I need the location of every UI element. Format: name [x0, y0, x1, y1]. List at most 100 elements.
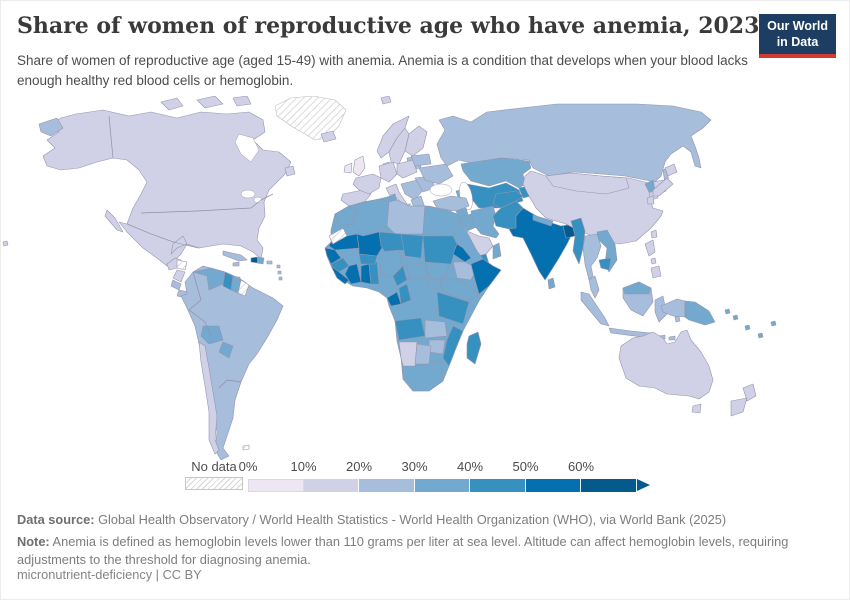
country-mexico[interactable]	[118, 221, 200, 267]
country-cambodia[interactable]	[598, 257, 612, 271]
country-philippines-mindanao[interactable]	[650, 265, 662, 279]
country-philippines-visayas[interactable]	[650, 257, 657, 265]
country-togo-benin[interactable]	[368, 261, 380, 285]
country-russia-chukotka[interactable]	[38, 117, 64, 137]
country-iran[interactable]	[470, 205, 500, 239]
country-nepal[interactable]	[532, 214, 554, 227]
country-laos-vietnam[interactable]	[596, 229, 618, 273]
country-china[interactable]	[522, 170, 667, 245]
country-svalbard[interactable]	[380, 96, 392, 105]
license-line[interactable]: micronutrient-deficiency | CC BY	[17, 567, 202, 582]
country-egypt[interactable]	[422, 205, 462, 237]
country-chad[interactable]	[400, 233, 424, 259]
country-south-sudan[interactable]	[424, 261, 450, 281]
country-baja-california[interactable]	[104, 209, 124, 233]
country-arctic-island-2[interactable]	[196, 96, 224, 109]
country-balkans[interactable]	[400, 179, 424, 201]
country-japan-honshu[interactable]	[652, 177, 674, 197]
legend-bin-40-50[interactable]	[470, 479, 526, 492]
country-ireland[interactable]	[343, 162, 353, 174]
country-congo[interactable]	[398, 283, 412, 305]
legend-bin-30-40[interactable]	[414, 479, 470, 492]
country-senegal[interactable]	[324, 247, 342, 265]
country-taiwan[interactable]	[650, 229, 658, 239]
country-united-kingdom[interactable]	[352, 155, 366, 177]
country-papua-new-guinea[interactable]	[684, 300, 716, 326]
country-algeria[interactable]	[348, 198, 390, 237]
country-mongolia[interactable]	[545, 172, 630, 195]
country-poland[interactable]	[396, 159, 418, 179]
country-uganda[interactable]	[428, 279, 442, 291]
country-germany[interactable]	[378, 161, 398, 183]
country-central-african-republic[interactable]	[406, 263, 428, 281]
country-paraguay[interactable]	[218, 341, 234, 359]
country-chile[interactable]	[198, 341, 220, 455]
country-sri-lanka[interactable]	[547, 277, 556, 290]
country-japan-kyushu[interactable]	[646, 195, 655, 205]
country-finland[interactable]	[404, 125, 428, 157]
country-tanzania[interactable]	[436, 291, 470, 325]
country-malaysia-borneo[interactable]	[622, 281, 652, 295]
country-zimbabwe[interactable]	[428, 339, 446, 355]
country-iceland[interactable]	[320, 130, 337, 143]
legend-bin-50-60[interactable]	[525, 479, 581, 492]
country-mali[interactable]	[356, 231, 384, 257]
country-falkland-islands[interactable]	[242, 444, 250, 451]
country-newfoundland[interactable]	[284, 165, 296, 177]
country-dominican-republic[interactable]	[256, 256, 265, 265]
country-french-guiana[interactable]	[237, 279, 250, 297]
country-zambia[interactable]	[424, 319, 448, 339]
country-canada-usa[interactable]	[42, 109, 292, 260]
country-south-america[interactable]	[180, 265, 284, 461]
legend-no-data[interactable]: No data	[185, 459, 243, 490]
country-hawaii[interactable]	[2, 240, 9, 247]
country-malaysia[interactable]	[588, 275, 600, 299]
country-ivory-coast[interactable]	[344, 263, 362, 285]
country-arctic-island-3[interactable]	[232, 96, 252, 107]
country-philippines-luzon[interactable]	[644, 239, 656, 257]
country-myanmar[interactable]	[570, 217, 586, 265]
country-south-africa[interactable]	[402, 359, 444, 392]
country-angola[interactable]	[394, 317, 426, 341]
country-eritrea-djibouti[interactable]	[452, 243, 472, 263]
legend-bin-0-10[interactable]	[248, 479, 304, 492]
country-new-zealand-north[interactable]	[742, 383, 757, 402]
country-greenland[interactable]	[274, 96, 347, 141]
country-tasmania[interactable]	[691, 403, 702, 414]
country-burkina-faso[interactable]	[358, 253, 378, 265]
country-kazakhstan[interactable]	[460, 157, 532, 189]
country-norway[interactable]	[376, 115, 410, 159]
owid-logo[interactable]: Our World in Data	[759, 14, 836, 59]
country-japan-hokkaido[interactable]	[664, 163, 678, 177]
legend-bin-60-plus[interactable]	[581, 479, 637, 492]
country-russia[interactable]	[436, 103, 712, 183]
country-thailand[interactable]	[582, 233, 602, 281]
country-france[interactable]	[352, 173, 382, 195]
country-cuba[interactable]	[222, 250, 248, 262]
country-madagascar[interactable]	[466, 331, 482, 365]
country-pacific-islands[interactable]	[724, 308, 777, 339]
country-nicaragua[interactable]	[172, 269, 186, 283]
country-sudan[interactable]	[422, 235, 458, 265]
country-oman[interactable]	[492, 242, 502, 260]
country-mozambique[interactable]	[442, 325, 464, 367]
country-belarus[interactable]	[410, 153, 432, 167]
country-jamaica[interactable]	[232, 261, 240, 267]
legend-bin-20-30[interactable]	[359, 479, 415, 492]
country-honduras[interactable]	[176, 259, 188, 271]
country-cameroon[interactable]	[392, 265, 408, 287]
legend-bin-10-20[interactable]	[303, 479, 359, 492]
country-kenya[interactable]	[440, 277, 480, 303]
country-arctic-island-1[interactable]	[160, 97, 184, 111]
country-ukraine[interactable]	[418, 163, 454, 185]
country-lesser-antilles[interactable]	[276, 264, 283, 281]
country-indonesia-sumatra[interactable]	[580, 291, 610, 327]
country-australia[interactable]	[618, 329, 714, 400]
country-sierra-leone-liberia[interactable]	[330, 265, 350, 285]
country-bolivia[interactable]	[200, 325, 224, 345]
country-somalia[interactable]	[470, 258, 502, 295]
country-new-zealand-south[interactable]	[730, 397, 748, 417]
no-data-swatch[interactable]	[185, 477, 243, 490]
country-puerto-rico[interactable]	[266, 260, 273, 265]
country-botswana[interactable]	[414, 343, 432, 365]
